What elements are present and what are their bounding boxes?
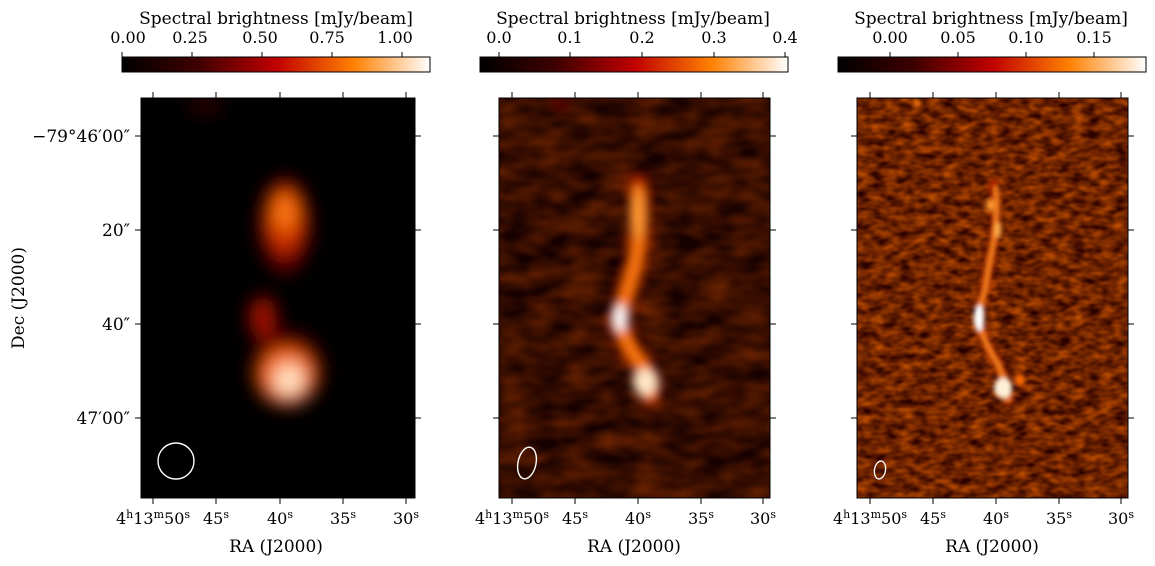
axis-ticks	[135, 92, 1134, 504]
image-high-resolution	[857, 98, 1128, 498]
colorbar-ticks	[121, 52, 403, 57]
panel-2: Spectral brightness [mJy/beam] 0.0 0.1 0…	[479, 9, 798, 499]
colorbar-tick-label: 0.05	[940, 28, 976, 47]
x-tick-label: 35s	[1046, 508, 1072, 528]
x-tick-labels-panel-1: 4h13m50s 45s 40s 35s 30s	[116, 508, 419, 528]
colorbar-tick-label: 0.75	[309, 28, 345, 47]
y-tick-labels: −79°46′00″ 20″ 40″ 47′00″	[32, 127, 130, 429]
x-tick-label: 4h13m50s	[475, 508, 549, 528]
x-tick-labels-panel-2: 4h13m50s 45s 40s 35s 30s	[475, 508, 776, 528]
colorbar-tick-label: 0.4	[772, 28, 797, 47]
image-frame	[498, 97, 771, 499]
colorbar-label: Spectral brightness [mJy/beam]	[139, 9, 413, 29]
x-tick-label: 45s	[562, 508, 588, 528]
y-tick-label: 20″	[102, 221, 130, 241]
colorbar-tick-labels: 0.00 0.25 0.50 0.75 1.00	[110, 28, 413, 47]
x-axis-label: RA (J2000)	[229, 537, 323, 557]
colorbar-tick-label: 0.50	[242, 28, 278, 47]
colorbar-tick-labels: 0.00 0.05 0.10 0.15	[872, 28, 1112, 47]
x-axis-label: RA (J2000)	[945, 537, 1039, 557]
x-tick-label: 45s	[920, 508, 946, 528]
beam-ellipse	[516, 446, 538, 480]
x-tick-label: 40s	[625, 508, 651, 528]
panel-1: Spectral brightness [mJy/beam] 0.00 0.25…	[110, 9, 431, 499]
colorbar-tick-label: 0.0	[486, 28, 511, 47]
panel-3: Spectral brightness [mJy/beam] 0.00 0.05…	[837, 9, 1147, 499]
colorbar	[121, 56, 431, 73]
colorbar-tick-labels: 0.0 0.1 0.2 0.3 0.4	[486, 28, 797, 47]
colorbar-tick-label: 0.1	[557, 28, 582, 47]
y-tick-label: −79°46′00″	[32, 127, 130, 147]
x-tick-label: 30s	[393, 508, 419, 528]
x-tick-label: 4h13m50s	[116, 508, 190, 528]
colorbar-label: Spectral brightness [mJy/beam]	[496, 9, 770, 29]
image-low-resolution	[141, 98, 415, 498]
colorbar	[837, 56, 1147, 73]
x-tick-labels-panel-3: 4h13m50s 45s 40s 35s 30s	[833, 508, 1134, 528]
x-tick-label: 30s	[750, 508, 776, 528]
colorbar-tick-label: 0.00	[872, 28, 908, 47]
colorbar-label: Spectral brightness [mJy/beam]	[854, 9, 1128, 29]
colorbar-tick-label: 0.25	[172, 28, 208, 47]
x-axis-label: RA (J2000)	[587, 537, 681, 557]
x-tick-label: 35s	[688, 508, 714, 528]
colorbar	[479, 56, 789, 73]
colorbar-tick-label: 0.2	[629, 28, 654, 47]
y-tick-label: 40″	[102, 315, 130, 335]
y-axis-label: Dec (J2000)	[9, 247, 29, 349]
x-tick-label: 35s	[330, 508, 356, 528]
colorbar-ticks	[889, 52, 1095, 57]
image-medium-resolution	[499, 98, 770, 498]
colorbar-ticks	[498, 52, 786, 57]
image-frame	[856, 97, 1129, 499]
colorbar-tick-label: 0.15	[1076, 28, 1112, 47]
beam-ellipse	[873, 460, 887, 480]
colorbar-tick-label: 0.3	[701, 28, 726, 47]
x-tick-label: 40s	[267, 508, 293, 528]
x-tick-label: 4h13m50s	[833, 508, 907, 528]
image-frame	[140, 97, 416, 499]
beam-ellipse	[157, 442, 195, 480]
x-tick-label: 45s	[203, 508, 229, 528]
x-tick-label: 40s	[983, 508, 1009, 528]
x-tick-label: 30s	[1108, 508, 1134, 528]
y-tick-label: 47′00″	[77, 409, 130, 429]
colorbar-tick-label: 0.10	[1008, 28, 1044, 47]
colorbar-tick-label: 1.00	[377, 28, 413, 47]
colorbar-tick-label: 0.00	[110, 28, 146, 47]
